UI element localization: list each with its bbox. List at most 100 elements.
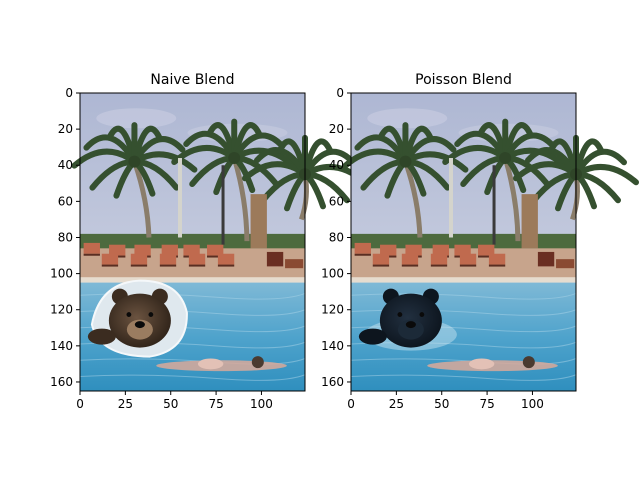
x-tick-label: 0 — [76, 397, 84, 411]
x-tick-label: 75 — [479, 397, 494, 411]
lounge-chair — [130, 253, 148, 267]
lounge-chair — [372, 253, 390, 267]
lounge-chair — [478, 244, 495, 258]
x-tick-label: 50 — [163, 397, 178, 411]
chair-seat — [134, 244, 151, 256]
lounge-chair — [188, 253, 206, 267]
chair-seat — [101, 253, 119, 265]
water-ripple — [79, 374, 306, 381]
white-pole — [177, 158, 182, 238]
lamp-post — [492, 165, 496, 245]
y-tick-label: 20 — [329, 122, 344, 136]
bear-shoulder — [358, 328, 387, 345]
chair-seat — [109, 244, 126, 256]
water-ripple — [350, 374, 577, 381]
bear-muzzle — [126, 319, 153, 340]
y-tick-label: 80 — [58, 230, 73, 244]
x-tick-label: 25 — [389, 397, 404, 411]
chair-base — [217, 264, 235, 267]
chair-base — [430, 264, 448, 267]
y-tick-label: 0 — [65, 86, 73, 100]
chair-dark — [537, 251, 555, 267]
panel-1: Naive Blend 0 25 50 75 100 0 20 40 60 80 100 120 140 1… — [50, 72, 368, 411]
palm-frond — [302, 148, 356, 178]
y-tick-label: 140 — [321, 339, 344, 353]
chair-base — [159, 264, 177, 267]
y-tick-label: 60 — [329, 194, 344, 208]
y-tick-label: 20 — [58, 122, 73, 136]
chair-seat — [488, 253, 506, 265]
palm-tree-center — [171, 118, 298, 242]
x-tick-label: 25 — [118, 397, 133, 411]
swimmer-torso — [468, 358, 495, 370]
chair-base — [488, 264, 506, 267]
chair-seat — [130, 253, 148, 265]
bear-shoulder — [87, 328, 116, 345]
palm-frond — [573, 163, 639, 186]
palm-frond — [231, 132, 286, 162]
chair-base — [478, 255, 495, 258]
chair-base — [459, 264, 477, 267]
stone-pillar — [250, 194, 267, 249]
swimmer-head — [251, 356, 264, 369]
y-tick-label: 120 — [321, 303, 344, 317]
y-tick-label: 40 — [329, 158, 344, 172]
cloud — [367, 108, 448, 129]
chair-base — [207, 255, 224, 258]
bear-eye-right — [419, 312, 425, 317]
bear-nose — [134, 321, 145, 329]
chair-seat — [372, 253, 390, 265]
panel-2: Poisson Blend 0 25 50 75 100 0 20 40 60 80 100 120 14… — [321, 72, 639, 411]
x-tick-label: 100 — [250, 397, 273, 411]
lounge-chair — [217, 253, 235, 267]
lounge-chair — [83, 242, 100, 256]
palm-crown — [499, 152, 512, 165]
chart-title: Naive Blend — [150, 72, 234, 88]
palm-crown — [228, 152, 241, 165]
axes-frame — [79, 92, 306, 392]
chair-seat — [188, 253, 206, 265]
chair-seat — [354, 242, 371, 254]
x-tick-label: 50 — [434, 397, 449, 411]
chair-base — [101, 264, 119, 267]
palm-crown — [128, 155, 141, 168]
palm-crown — [399, 155, 412, 168]
swimmer-head — [522, 356, 535, 369]
lamp-post — [221, 165, 225, 245]
lounge-chair — [101, 253, 119, 267]
palm-frond — [573, 148, 627, 178]
swimmer — [427, 356, 558, 372]
palm-frond — [131, 136, 186, 165]
chair-dark — [266, 251, 284, 267]
bear — [358, 288, 442, 348]
palm-trunk — [132, 160, 152, 238]
bear-nose — [405, 321, 416, 329]
blend-image — [71, 93, 368, 391]
chair-seat — [217, 253, 235, 265]
chart-title: Poisson Blend — [415, 72, 512, 88]
lounge-chair — [354, 242, 371, 256]
y-tick-label: 80 — [329, 230, 344, 244]
table — [285, 259, 304, 269]
chair-seat — [432, 244, 449, 256]
chair-seat — [401, 253, 419, 265]
water-ripple — [350, 341, 577, 349]
lounge-chair — [430, 253, 448, 267]
lounge-chair — [401, 253, 419, 267]
stone-pillar — [521, 194, 538, 249]
y-tick-label: 0 — [336, 86, 344, 100]
bear-eye-right — [148, 312, 154, 317]
palm-frond — [402, 136, 457, 165]
palm-trunk — [502, 157, 521, 242]
chair-seat — [478, 244, 495, 256]
chair-base — [83, 253, 100, 256]
x-tick-label: 100 — [521, 397, 544, 411]
chair-seat — [380, 244, 397, 256]
y-tick-label: 40 — [58, 158, 73, 172]
chair-base — [188, 264, 206, 267]
chair-base — [372, 264, 390, 267]
cloud — [96, 108, 177, 129]
x-tick-label: 0 — [347, 397, 355, 411]
axes-frame — [350, 92, 577, 392]
